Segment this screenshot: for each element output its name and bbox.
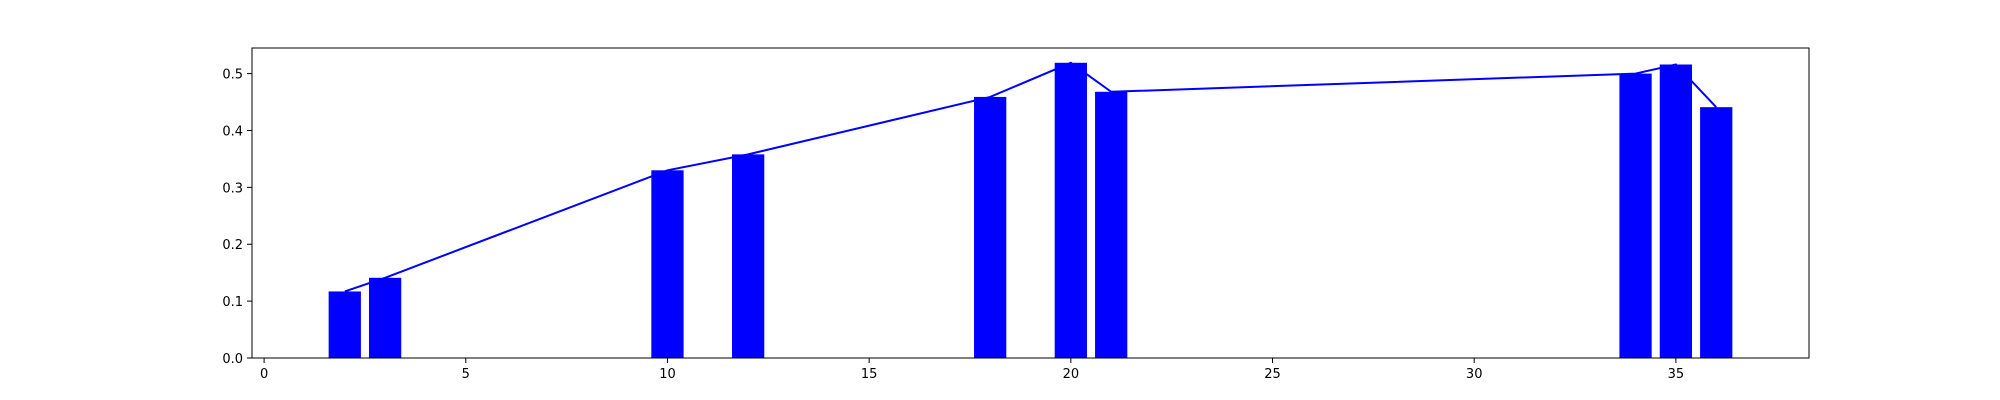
- plot-frame: [251, 47, 1810, 359]
- bar: [328, 291, 361, 358]
- bar: [1619, 73, 1652, 359]
- y-tick-label: 0.0: [222, 352, 243, 367]
- y-tick-label: 0.3: [222, 181, 243, 196]
- bars-layer: [328, 62, 1733, 359]
- bar: [651, 170, 684, 358]
- x-tick-label: 0: [260, 367, 268, 382]
- bar: [1659, 64, 1693, 358]
- bar: [974, 96, 1007, 359]
- y-tick-label: 0.2: [222, 238, 243, 253]
- x-tick-label: 10: [659, 367, 676, 382]
- x-axis: 0 5 10 15 20 25 30 35: [260, 358, 1684, 382]
- x-tick-label: 5: [462, 367, 470, 382]
- bar: [1700, 107, 1733, 358]
- line-layer: [344, 61, 1717, 293]
- x-tick-label: 35: [1668, 367, 1685, 382]
- y-tick-label: 0.4: [222, 124, 243, 139]
- bar: [732, 154, 765, 358]
- bar: [1054, 62, 1087, 358]
- y-tick-label: 0.5: [222, 68, 243, 83]
- bar: [1095, 91, 1128, 359]
- y-axis: 0.0 0.1 0.2 0.3 0.4 0.5: [222, 68, 252, 367]
- x-tick-label: 20: [1063, 367, 1080, 382]
- x-tick-label: 30: [1466, 367, 1483, 382]
- y-tick-label: 0.1: [222, 295, 243, 310]
- series-line: [344, 61, 1717, 293]
- bar: [368, 277, 402, 358]
- x-tick-label: 25: [1264, 367, 1281, 382]
- x-tick-label: 15: [861, 367, 878, 382]
